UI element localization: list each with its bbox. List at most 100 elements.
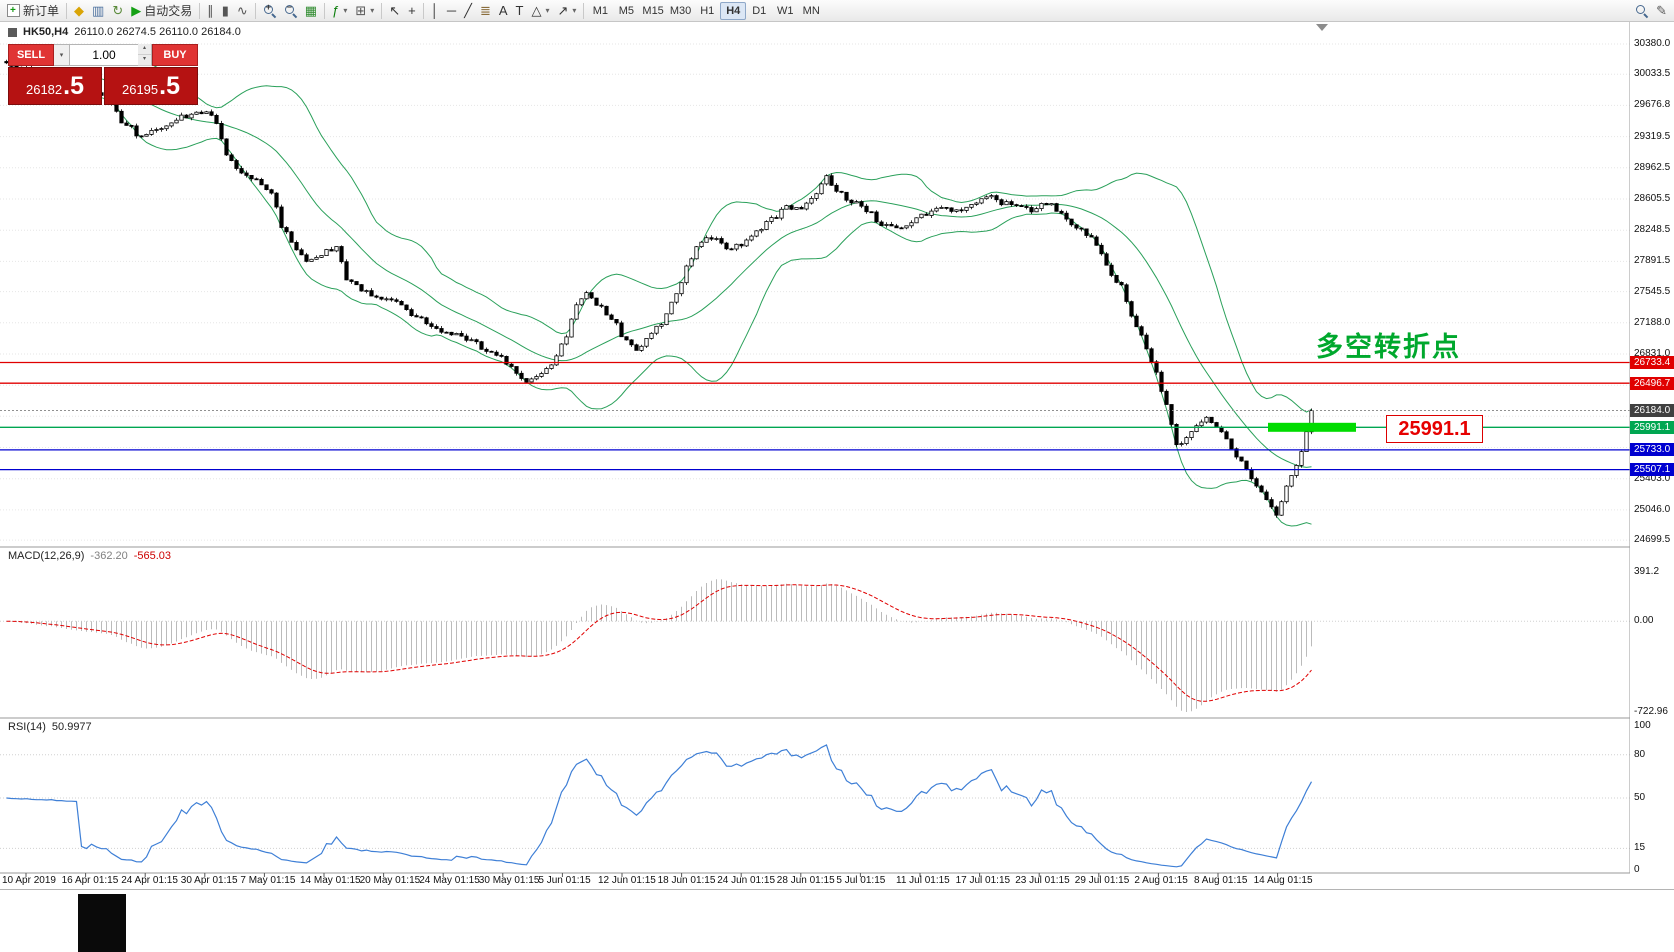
volume-field	[70, 44, 138, 66]
rsi-scale-label: 15	[1634, 842, 1646, 854]
mag-minus-sign: −	[286, 2, 293, 12]
sell-price-main: 26182	[25, 82, 63, 97]
edit-icon: ✎	[1656, 3, 1667, 18]
indicators-icon: ƒ	[332, 3, 340, 18]
time-axis-label: 30 Apr 01:15	[180, 875, 238, 886]
buy-price-display[interactable]: 26195 .5	[104, 67, 198, 105]
fibonacci-button[interactable]: ≣	[476, 1, 495, 21]
price-level-tag: 25507.1	[1630, 463, 1674, 477]
volume-input[interactable]	[70, 45, 138, 65]
toolbar-separator	[66, 2, 68, 19]
trade-controls-row: SELL ▾ ▴ ▾ BUY	[8, 44, 198, 66]
profiles-button[interactable]: ◆	[70, 1, 88, 21]
profiles-icon: ◆	[74, 3, 85, 18]
rsi-scale-label: 100	[1634, 720, 1651, 731]
volume-increase-button[interactable]: ▴	[138, 44, 151, 55]
arrows-button[interactable]: ↗ ▾	[553, 1, 580, 21]
bb-middle-band	[101, 78, 1312, 468]
timeframe-w1-button[interactable]: W1	[776, 4, 794, 17]
text-label-button[interactable]: T	[512, 1, 528, 21]
sell-button[interactable]: SELL	[8, 44, 54, 66]
volume-dropdown-button[interactable]: ▾	[54, 44, 70, 66]
background-window-fragment	[78, 894, 126, 952]
horizontal-level-lines	[0, 361, 1630, 471]
mag-plus-sign: +	[265, 2, 272, 12]
price-axis-label: 25403.0	[1634, 472, 1671, 484]
cursor-button[interactable]: ↖	[385, 1, 404, 21]
chart-title-bar: HK50,H4 26110.0 26274.5 26110.0 26184.0	[8, 26, 241, 38]
time-axis-label: 11 Jul 01:15	[896, 875, 950, 886]
macd-scale-label: 0.00	[1634, 615, 1654, 627]
price-axis-label: 28248.5	[1634, 224, 1671, 236]
caret-down-icon: ▾	[370, 6, 375, 15]
toolbar-separator	[324, 2, 326, 19]
price-axis-label: 30380.0	[1634, 38, 1671, 49]
timeframe-m30-button[interactable]: M30	[669, 4, 692, 17]
caret-down-icon: ▾	[545, 6, 550, 15]
refresh-button[interactable]: ↻	[108, 1, 127, 21]
timeframe-h1-button[interactable]: H1	[700, 4, 715, 17]
edit-button[interactable]: ✎	[1652, 1, 1671, 21]
timeframe-h4-button[interactable]: H4	[720, 1, 747, 20]
crosshair-button[interactable]: +	[404, 1, 420, 21]
main-toolbar: 新订单◆▥↻▶自动交易∥▮∿+−▦ƒ▾⊞▾↖+│─╱≣AT△▾↗▾ M1M5M1…	[0, 0, 1674, 22]
shapes-button[interactable]: △ ▾	[527, 1, 553, 21]
chart-canvas[interactable]	[0, 22, 1674, 889]
templates-button[interactable]: ⊞ ▾	[351, 1, 378, 21]
timeframe-m1-button[interactable]: M1	[592, 4, 609, 17]
toolbar-separator	[254, 2, 256, 19]
ohlc-values: 26110.0 26274.5 26110.0 26184.0	[74, 26, 241, 38]
text-label-icon: T	[515, 3, 524, 18]
buy-button[interactable]: BUY	[152, 44, 198, 66]
market-watch-icon: ▥	[92, 3, 105, 18]
zoom-out-button[interactable]: −	[280, 1, 301, 21]
price-axis-label: 27188.0	[1634, 316, 1671, 328]
vertical-line-button[interactable]: │	[427, 1, 443, 21]
text-icon: A	[498, 3, 508, 18]
chart-shift-marker[interactable]	[1316, 24, 1328, 31]
volume-decrease-button[interactable]: ▾	[138, 55, 151, 66]
line-chart-type-button[interactable]: ∿	[233, 1, 252, 21]
time-axis-label: 20 May 01:15	[359, 875, 421, 886]
sell-price-display[interactable]: 26182 .5	[8, 67, 102, 105]
time-axis-label: 18 Jun 01:15	[657, 875, 716, 886]
sell-price-fraction: .5	[63, 72, 84, 100]
market-watch-button[interactable]: ▥	[88, 1, 108, 21]
timeframe-d1-button[interactable]: D1	[752, 4, 767, 17]
new-order-icon	[7, 4, 20, 17]
auto-trading-button[interactable]: ▶ 自动交易	[127, 1, 196, 21]
price-level-tag: 26184.0	[1630, 404, 1674, 417]
timeframe-toolbar: M1 M5 M15 M30 H1 H4 D1 W1 MN	[587, 1, 824, 20]
tile-windows-button[interactable]: ▦	[301, 1, 321, 21]
timeframe-m15-button[interactable]: M15	[642, 4, 664, 17]
toolbar-right-group: ✎	[1631, 1, 1671, 21]
time-axis-label: 16 Apr 01:15	[61, 875, 119, 886]
candlestick-chart-type-button[interactable]: ▮	[218, 1, 233, 21]
macd-scale-label: -722.96	[1634, 706, 1668, 717]
price-axis-label: 25046.0	[1634, 503, 1671, 515]
text-button[interactable]: A	[495, 1, 512, 21]
time-axis-label: 30 May 01:15	[478, 875, 540, 886]
bar-chart-type-button[interactable]: ∥	[203, 1, 218, 21]
candlestick-chart-type-icon: ▮	[221, 3, 229, 18]
timeframe-m5-button[interactable]: M5	[618, 4, 635, 17]
toolbar-separator	[199, 2, 201, 19]
new-order-button[interactable]: 新订单	[3, 1, 63, 21]
tile-windows-icon: ▦	[304, 3, 318, 18]
timeframe-mn-button[interactable]: MN	[802, 4, 820, 17]
auto-trading-button-label: 自动交易	[144, 4, 193, 18]
status-strip	[0, 889, 1674, 952]
trendline-button[interactable]: ╱	[460, 1, 476, 21]
templates-icon: ⊞	[355, 3, 367, 18]
search-button[interactable]	[1631, 1, 1652, 21]
time-axis-label: 28 Jun 01:15	[776, 875, 835, 886]
macd-scale-label: 391.2	[1634, 566, 1660, 577]
toolbar-separator	[381, 2, 383, 19]
one-click-trading-panel: SELL ▾ ▴ ▾ BUY 26182 .5 26195 .5	[8, 44, 198, 105]
horizontal-line-button[interactable]: ─	[443, 1, 460, 21]
time-axis-label: 24 May 01:15	[419, 875, 480, 886]
fibonacci-icon: ≣	[479, 3, 491, 18]
zoom-in-button[interactable]: +	[259, 1, 280, 21]
indicators-button[interactable]: ƒ ▾	[328, 1, 351, 21]
